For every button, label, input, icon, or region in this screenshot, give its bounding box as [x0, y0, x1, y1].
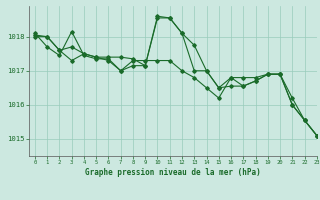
X-axis label: Graphe pression niveau de la mer (hPa): Graphe pression niveau de la mer (hPa) — [85, 168, 261, 177]
